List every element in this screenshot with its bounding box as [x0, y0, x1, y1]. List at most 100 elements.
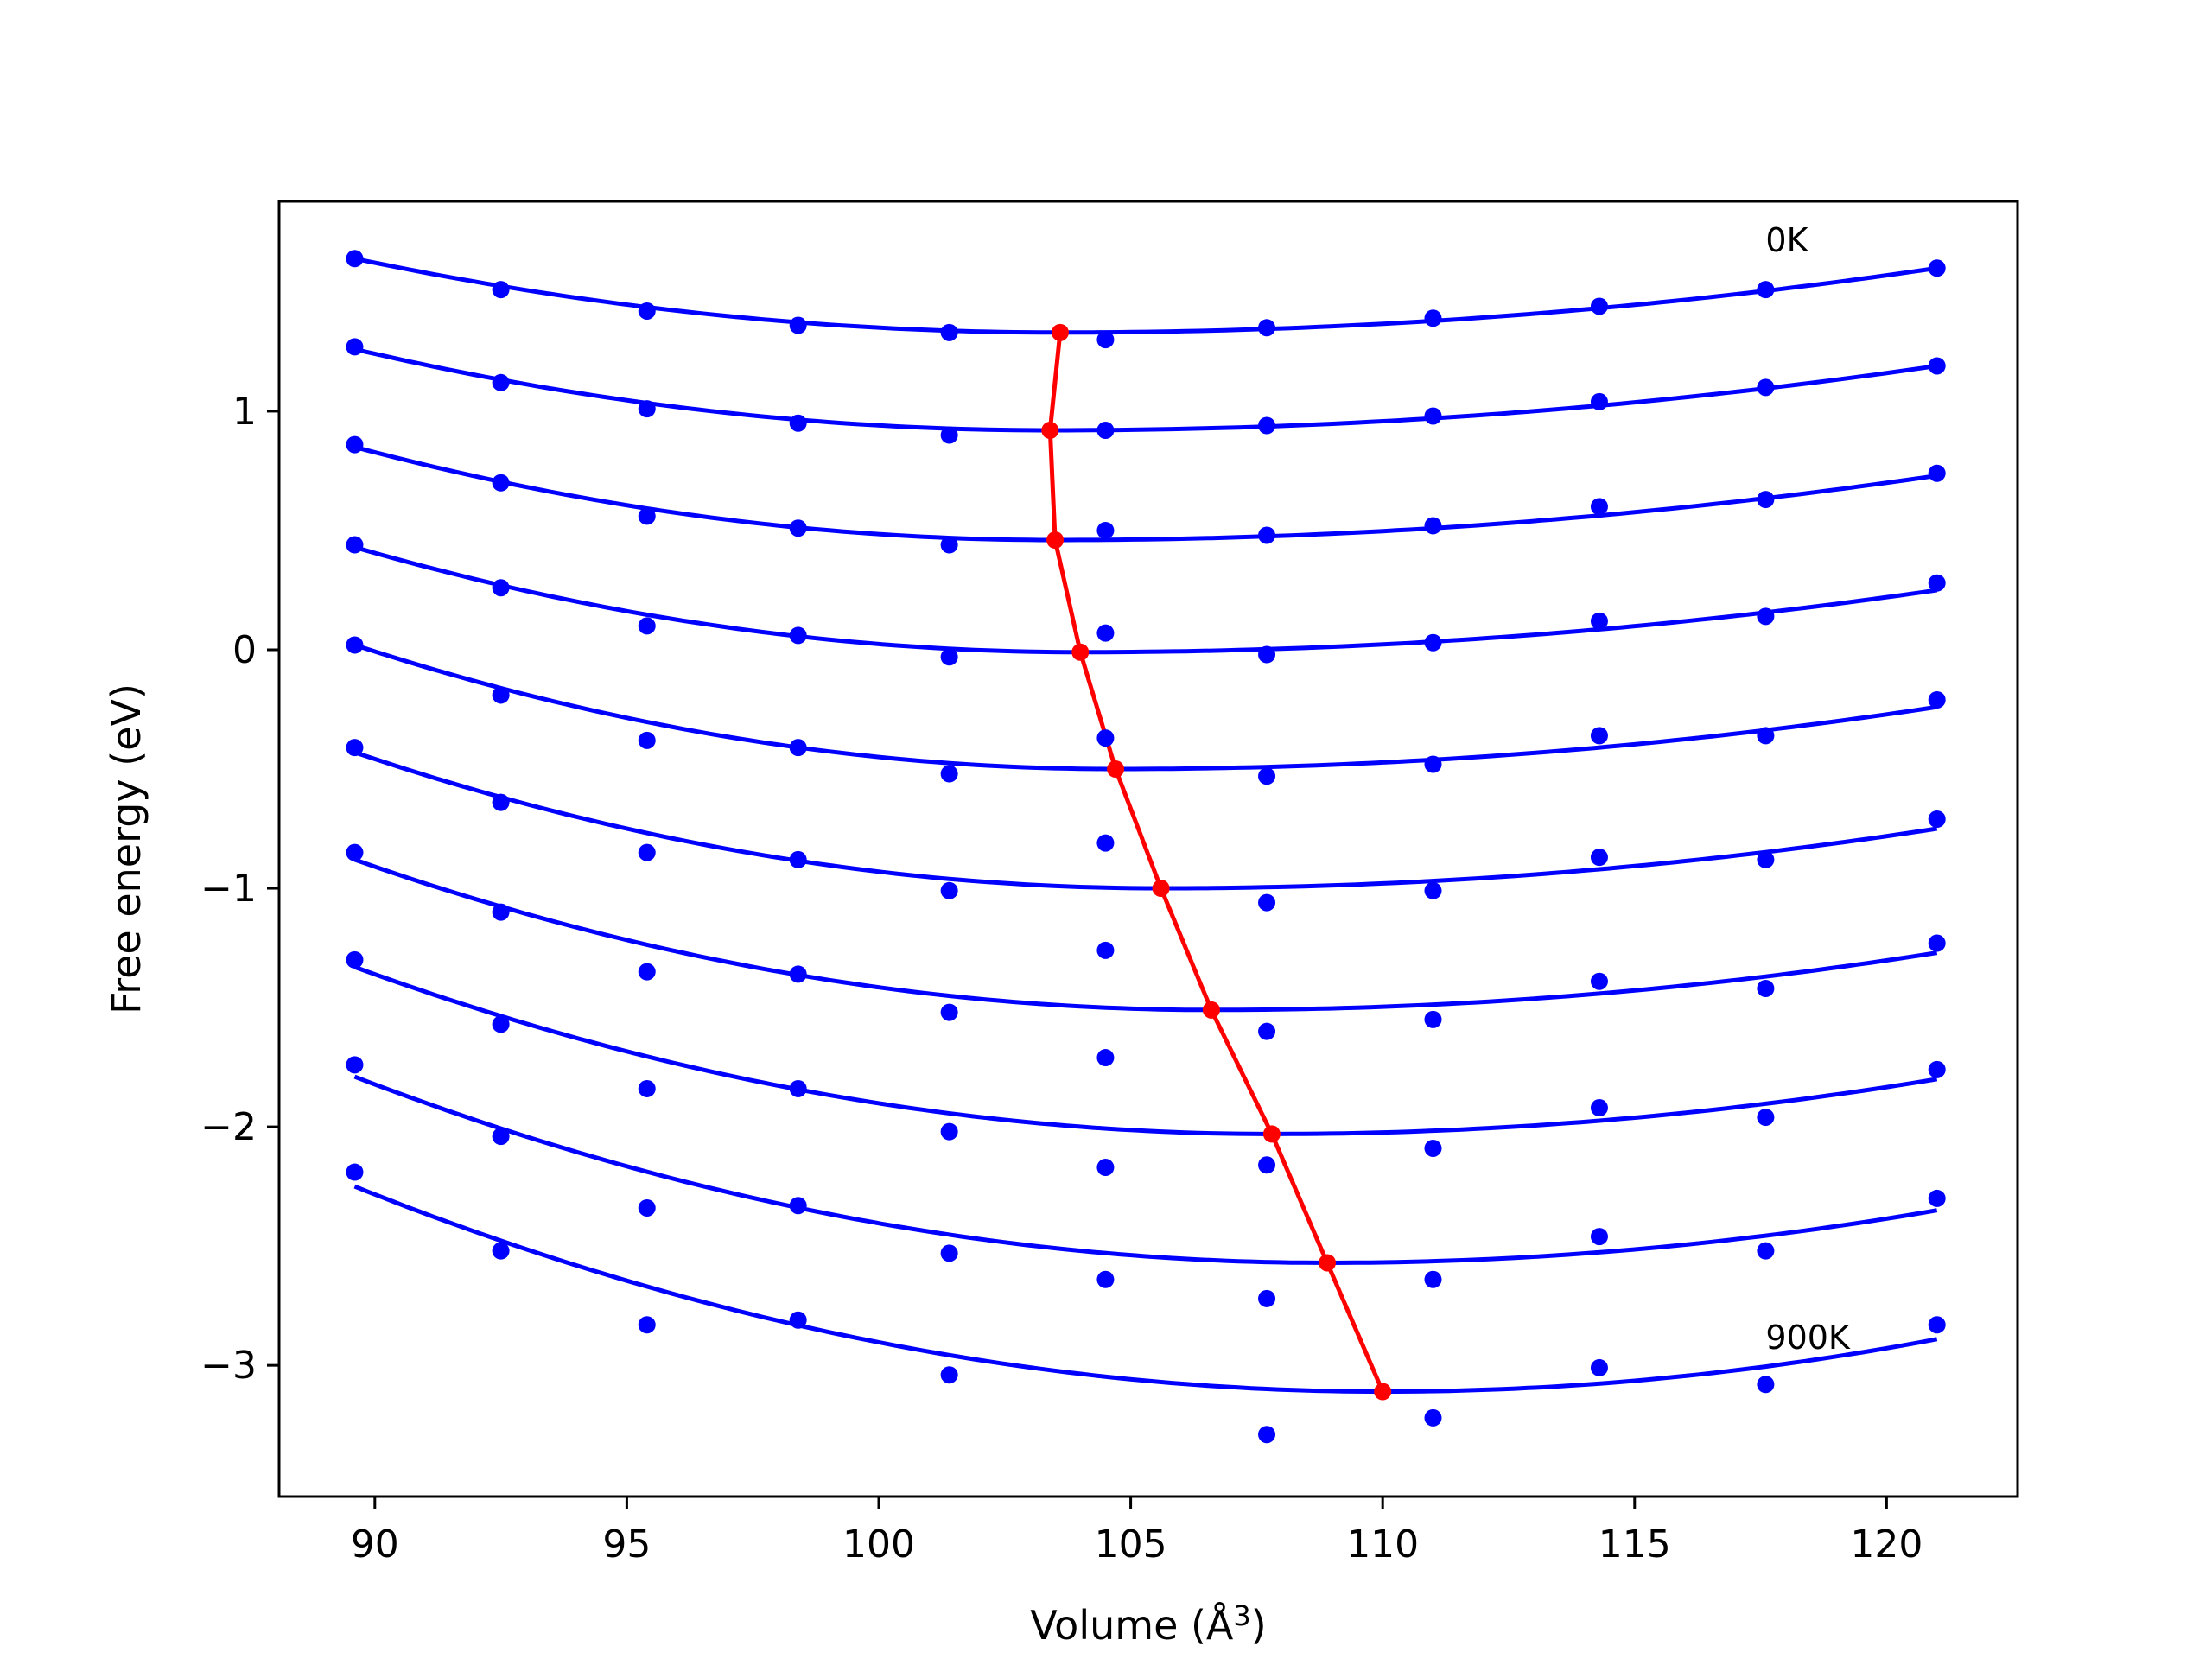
data-point-0-4	[940, 323, 958, 341]
axis-ticks: 90 95 100 105 110 115 120 −3 −2 −1 0 1	[200, 390, 1923, 1567]
data-point-3-6	[1258, 645, 1276, 664]
data-point-8-0	[346, 1056, 364, 1074]
data-point-3-5	[1096, 624, 1115, 642]
data-point-2-3	[789, 519, 807, 537]
fit-curve-2	[353, 444, 1938, 543]
equilibrium-point-4	[1107, 760, 1125, 779]
y-tick-label-3: 0	[232, 628, 257, 672]
data-point-6-0	[346, 843, 364, 861]
x-tick-label-1: 95	[602, 1522, 651, 1567]
data-point-1-10	[1928, 357, 1946, 375]
data-point-0-10	[1928, 259, 1946, 277]
annotation-1: 900K	[1765, 1319, 1851, 1357]
data-point-9-10	[1928, 1316, 1946, 1334]
data-point-1-8	[1590, 392, 1608, 410]
data-point-1-1	[492, 373, 510, 391]
data-point-6-10	[1928, 934, 1946, 952]
x-tick-label-6: 120	[1850, 1522, 1923, 1567]
data-point-2-0	[346, 435, 364, 454]
data-point-4-1	[492, 686, 510, 704]
data-point-4-2	[638, 731, 656, 749]
data-point-6-1	[492, 903, 510, 921]
data-point-8-9	[1757, 1242, 1775, 1260]
data-point-2-1	[492, 474, 510, 492]
fit-curve-7	[353, 964, 1938, 1136]
data-point-7-5	[1096, 1049, 1115, 1067]
plot-frame	[277, 200, 2019, 1498]
data-point-8-3	[789, 1197, 807, 1215]
x-tick-label-2: 100	[842, 1522, 915, 1567]
data-point-4-10	[1928, 690, 1946, 709]
data-point-5-9	[1757, 850, 1775, 868]
data-point-3-4	[940, 648, 958, 666]
data-point-9-1	[492, 1242, 510, 1260]
y-tick-label-4: 1	[232, 390, 257, 434]
data-point-0-5	[1096, 331, 1115, 349]
data-point-2-10	[1928, 464, 1946, 482]
data-point-7-3	[789, 1079, 807, 1097]
data-point-8-5	[1096, 1159, 1115, 1177]
data-point-4-7	[1424, 755, 1442, 773]
data-point-7-0	[346, 950, 364, 969]
data-point-6-8	[1590, 972, 1608, 990]
data-point-8-4	[940, 1244, 958, 1262]
data-point-6-6	[1258, 1022, 1276, 1040]
data-point-9-6	[1258, 1426, 1276, 1444]
data-point-7-1	[492, 1015, 510, 1033]
equilibrium-point-0	[1051, 323, 1069, 341]
equilibrium-point-6	[1202, 1001, 1220, 1019]
x-tick-label-0: 90	[351, 1522, 399, 1567]
x-axis-label-text: Volume (Å	[1030, 1602, 1234, 1649]
data-point-6-2	[638, 963, 656, 981]
data-point-0-0	[346, 250, 364, 268]
fit-curve-9	[353, 1184, 1938, 1394]
data-point-2-9	[1757, 491, 1775, 509]
data-point-0-3	[789, 316, 807, 334]
equilibrium-point-8	[1319, 1254, 1337, 1272]
fit-curve-8	[353, 1074, 1938, 1266]
equilibrium-point-1	[1041, 422, 1059, 440]
equilibrium-point-9	[1374, 1382, 1392, 1401]
data-point-2-7	[1424, 517, 1442, 535]
fit-curve-0	[354, 256, 1938, 335]
equilibrium-line	[1041, 323, 1392, 1401]
data-point-1-9	[1757, 378, 1775, 397]
data-point-3-7	[1424, 633, 1442, 652]
data-point-5-1	[492, 793, 510, 811]
data-point-8-6	[1258, 1289, 1276, 1307]
data-point-8-7	[1424, 1270, 1442, 1288]
data-point-5-4	[940, 881, 958, 899]
data-point-3-10	[1928, 574, 1946, 592]
data-point-3-2	[638, 617, 656, 635]
data-points	[346, 250, 1946, 1444]
equilibrium-point-5	[1152, 880, 1170, 898]
data-point-9-5	[1096, 1270, 1115, 1288]
x-axis-label: Volume (Å3)	[1030, 1599, 1266, 1649]
y-tick-label-2: −1	[200, 867, 257, 911]
data-point-2-6	[1258, 526, 1276, 544]
y-tick-label-0: −3	[200, 1344, 257, 1388]
data-point-4-5	[1096, 729, 1115, 747]
data-point-7-9	[1757, 1109, 1775, 1127]
data-point-1-6	[1258, 416, 1276, 435]
data-point-0-9	[1757, 281, 1775, 299]
data-point-5-7	[1424, 881, 1442, 899]
data-point-9-4	[940, 1366, 958, 1384]
data-point-5-8	[1590, 849, 1608, 867]
equilibrium-point-7	[1262, 1125, 1281, 1143]
fit-curve-4	[353, 643, 1938, 772]
data-point-8-8	[1590, 1228, 1608, 1246]
data-point-3-9	[1757, 607, 1775, 626]
data-point-9-7	[1424, 1408, 1442, 1427]
fit-curve-1	[353, 346, 1938, 433]
fit-curve-3	[353, 544, 1938, 655]
data-point-2-2	[638, 507, 656, 525]
data-point-7-8	[1590, 1099, 1608, 1117]
data-point-0-2	[638, 302, 656, 320]
annotations: 0K 900K	[1765, 221, 1851, 1357]
data-point-3-8	[1590, 612, 1608, 630]
equilibrium-point-2	[1046, 531, 1065, 550]
data-point-7-6	[1258, 1156, 1276, 1174]
equilibrium-path	[1047, 332, 1385, 1393]
data-point-5-3	[789, 850, 807, 868]
